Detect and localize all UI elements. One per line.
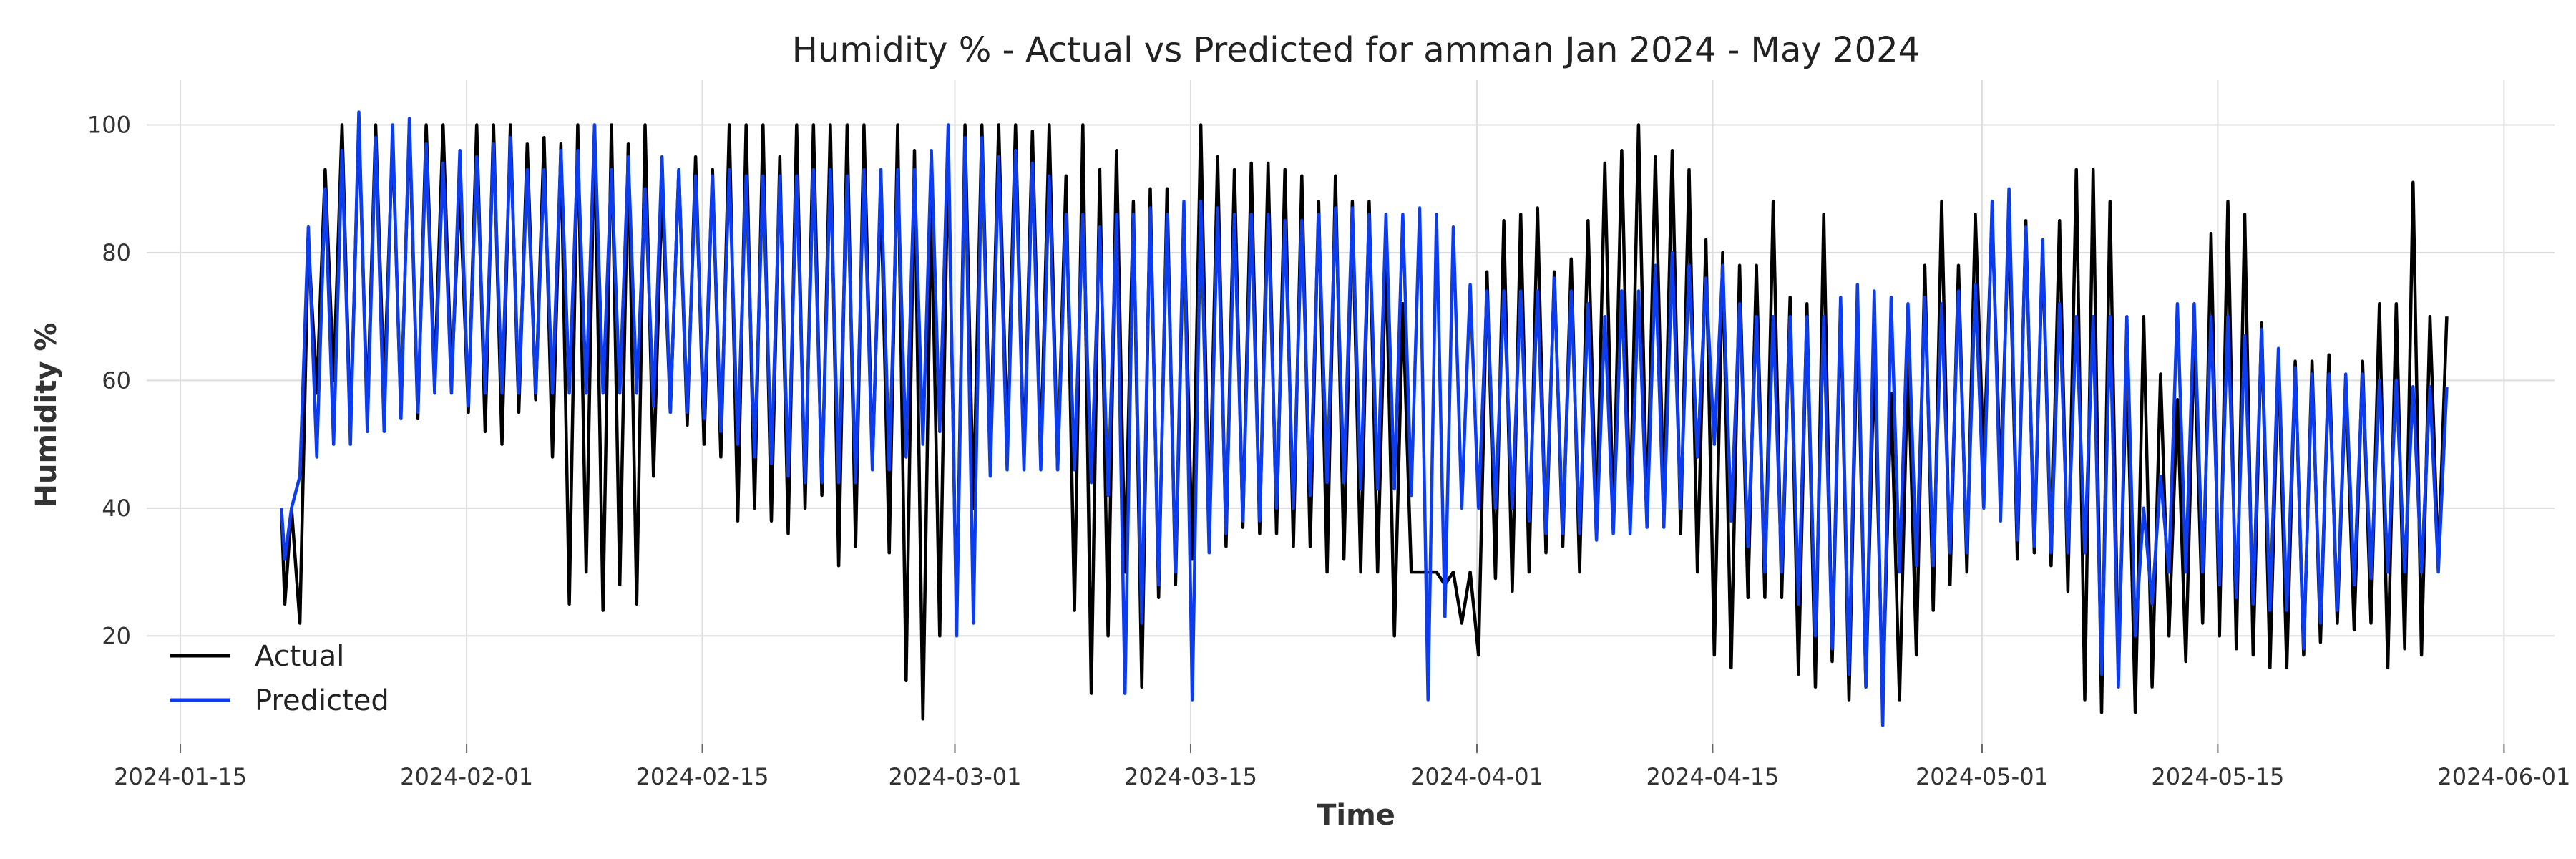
- x-tick-label: 2024-04-15: [1646, 763, 1779, 790]
- chart-title: Humidity % - Actual vs Predicted for amm…: [792, 30, 1920, 70]
- x-tick-label: 2024-04-01: [1410, 763, 1543, 790]
- x-tick-label: 2024-06-01: [2437, 763, 2570, 790]
- y-tick-label: 100: [87, 111, 131, 138]
- y-tick-label: 20: [102, 622, 131, 649]
- x-tick-label: 2024-03-15: [1124, 763, 1257, 790]
- x-tick-label: 2024-02-01: [400, 763, 533, 790]
- y-axis-label: Humidity %: [30, 323, 63, 508]
- x-axis: 2024-01-15 2024-02-01 2024-02-15 2024-03-01…: [114, 744, 2570, 790]
- series-line-actual: [280, 123, 2449, 721]
- legend: Actual Predicted: [170, 640, 389, 717]
- series-line-predicted: [280, 110, 2449, 727]
- x-tick-label: 2024-05-01: [1916, 763, 2049, 790]
- x-tick-label: 2024-05-15: [2151, 763, 2284, 790]
- y-tick-label: 60: [102, 367, 131, 394]
- legend-label-predicted: Predicted: [255, 684, 389, 717]
- x-tick-label: 2024-01-15: [114, 763, 247, 790]
- y-tick-label: 80: [102, 239, 131, 266]
- x-tick-label: 2024-02-15: [636, 763, 769, 790]
- x-axis-label: Time: [1317, 799, 1395, 832]
- y-tick-label: 40: [102, 495, 131, 522]
- y-axis: 20 40 60 80 100: [87, 111, 131, 649]
- x-tick-label: 2024-03-01: [889, 763, 1022, 790]
- series-layer: [280, 110, 2449, 727]
- legend-label-actual: Actual: [255, 640, 344, 673]
